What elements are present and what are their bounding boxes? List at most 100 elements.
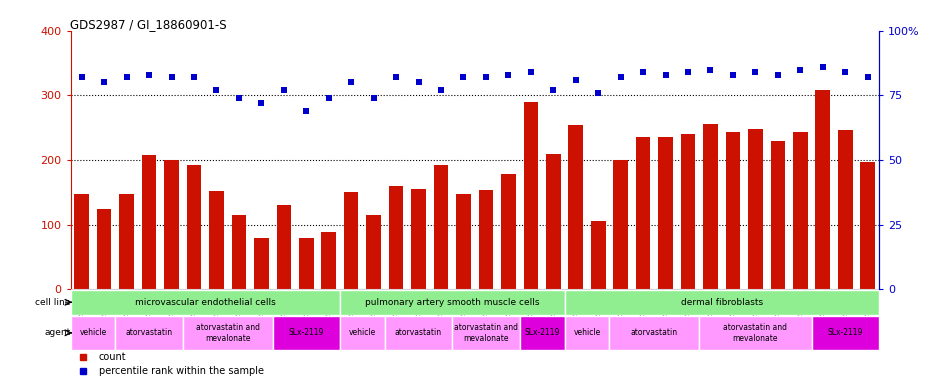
FancyBboxPatch shape [384,316,452,350]
Point [344,79,359,86]
Bar [254,238,269,289]
Bar [412,189,426,289]
Bar [299,238,314,289]
Point [748,69,763,75]
Bar [524,102,538,289]
Point [501,71,516,78]
FancyBboxPatch shape [609,316,699,350]
Point [568,77,583,83]
Bar [456,194,471,289]
Point [590,90,605,96]
Bar [591,222,605,289]
FancyBboxPatch shape [116,316,182,350]
FancyBboxPatch shape [340,290,565,314]
Bar [389,186,403,289]
Point [276,87,291,93]
Text: microvascular endothelial cells: microvascular endothelial cells [134,298,275,307]
Point [97,79,112,86]
Text: atorvastatin and
mevalonate: atorvastatin and mevalonate [454,323,518,343]
Text: pulmonary artery smooth muscle cells: pulmonary artery smooth muscle cells [365,298,540,307]
Point [792,66,807,73]
Bar [860,162,875,289]
Point [524,69,539,75]
Point [613,74,628,80]
Point [186,74,201,80]
Point [771,71,786,78]
Point [231,95,246,101]
Point [838,69,853,75]
Point [142,71,157,78]
Text: vehicle: vehicle [79,328,106,337]
Point [366,95,382,101]
Bar [276,205,291,289]
FancyBboxPatch shape [273,316,340,350]
FancyBboxPatch shape [520,316,565,350]
Bar [748,129,762,289]
Point [433,87,448,93]
Point [546,87,561,93]
Point [74,74,89,80]
Point [658,71,673,78]
Bar [142,155,156,289]
Text: SLx-2119: SLx-2119 [827,328,863,337]
Text: cell line: cell line [35,298,70,307]
Text: vehicle: vehicle [573,328,601,337]
Text: dermal fibroblasts: dermal fibroblasts [681,298,762,307]
Bar [321,232,336,289]
FancyBboxPatch shape [811,316,879,350]
Point [254,100,269,106]
Bar [793,132,807,289]
Point [321,95,337,101]
Bar [569,125,583,289]
Text: atorvastatin: atorvastatin [126,328,173,337]
Point [119,74,134,80]
Point [815,64,830,70]
Bar [681,134,696,289]
Bar [816,89,830,289]
Bar [74,194,89,289]
Bar [164,160,179,289]
Point [209,87,224,93]
Bar [187,165,201,289]
Point [681,69,696,75]
Text: vehicle: vehicle [349,328,376,337]
FancyBboxPatch shape [182,316,273,350]
Text: atorvastatin and
mevalonate: atorvastatin and mevalonate [196,323,259,343]
FancyBboxPatch shape [452,316,520,350]
Point [703,66,718,73]
Text: SLx-2119: SLx-2119 [289,328,324,337]
Bar [501,174,516,289]
Text: count: count [99,352,126,362]
FancyBboxPatch shape [565,316,609,350]
Bar [97,209,112,289]
FancyBboxPatch shape [699,316,811,350]
Point [388,74,403,80]
FancyBboxPatch shape [340,316,384,350]
Text: atorvastatin and
mevalonate: atorvastatin and mevalonate [724,323,788,343]
Point [456,74,471,80]
Bar [344,192,358,289]
Bar [726,132,740,289]
Point [164,74,180,80]
Point [726,71,741,78]
Text: atorvastatin: atorvastatin [631,328,678,337]
Bar [367,215,381,289]
Text: GDS2987 / GI_18860901-S: GDS2987 / GI_18860901-S [70,18,227,31]
Bar [703,124,718,289]
Text: percentile rank within the sample: percentile rank within the sample [99,366,264,376]
Bar [771,141,785,289]
Bar [658,137,673,289]
Point [411,79,426,86]
Point [299,108,314,114]
Bar [546,154,560,289]
Bar [838,130,853,289]
Point [478,74,494,80]
Bar [433,165,448,289]
FancyBboxPatch shape [70,290,340,314]
FancyBboxPatch shape [565,290,879,314]
Bar [635,137,650,289]
Bar [119,194,133,289]
FancyBboxPatch shape [70,316,116,350]
Bar [614,160,628,289]
Point [860,74,875,80]
